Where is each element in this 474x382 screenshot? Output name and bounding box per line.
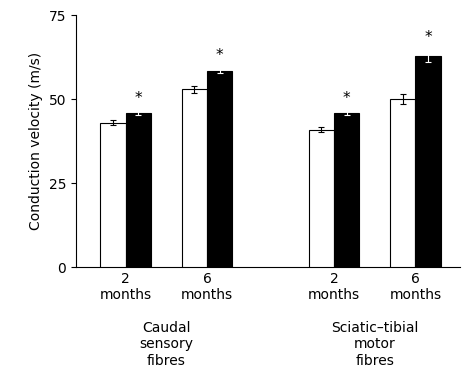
- Bar: [390, 99, 415, 267]
- Bar: [100, 123, 126, 267]
- Text: *: *: [343, 91, 350, 106]
- Bar: [207, 71, 232, 267]
- Text: *: *: [216, 48, 224, 63]
- Bar: [415, 56, 441, 267]
- Bar: [309, 129, 334, 267]
- Y-axis label: Conduction velocity (m/s): Conduction velocity (m/s): [29, 52, 43, 230]
- Text: *: *: [135, 91, 142, 106]
- Bar: [334, 113, 359, 267]
- Text: Sciatic–tibial
motor
fibres: Sciatic–tibial motor fibres: [331, 321, 419, 367]
- Bar: [126, 113, 151, 267]
- Text: *: *: [424, 29, 432, 45]
- Bar: [182, 89, 207, 267]
- Text: Caudal
sensory
fibres: Caudal sensory fibres: [139, 321, 193, 367]
